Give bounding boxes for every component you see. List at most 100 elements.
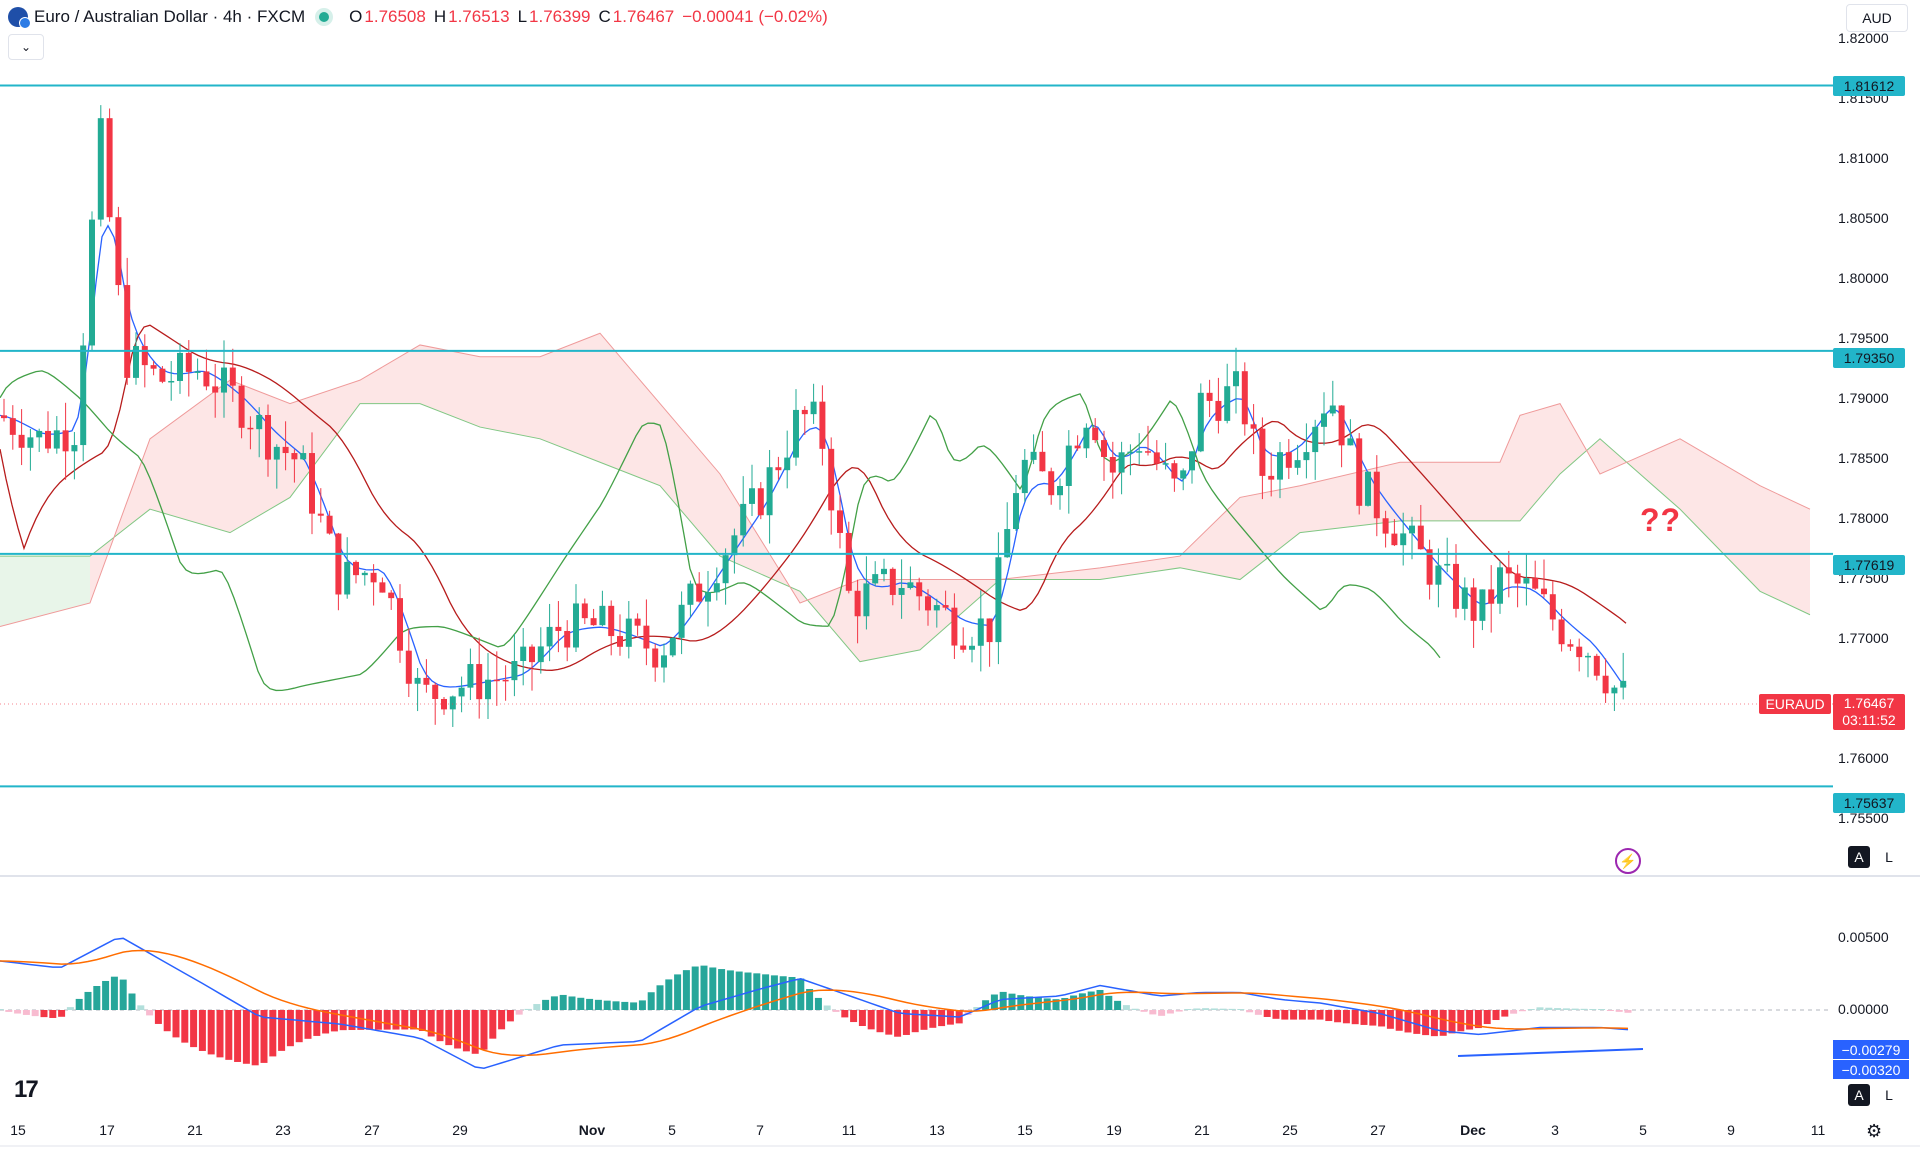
candle-body: [476, 664, 483, 700]
macd-histogram-bar: [110, 976, 118, 1010]
candle-body: [71, 445, 78, 452]
collapse-legend-button[interactable]: ⌄: [8, 34, 44, 60]
candle-body: [1021, 459, 1028, 494]
macd-histogram-bar: [66, 1007, 74, 1010]
chikou-line: [0, 370, 1441, 692]
macd-histogram-bar: [75, 998, 83, 1010]
macd-histogram-bar: [850, 1010, 858, 1023]
candle-body: [36, 430, 43, 438]
macd-histogram-bar: [22, 1010, 30, 1015]
candle-body: [1523, 578, 1530, 584]
candle-body: [282, 446, 289, 454]
level-tag[interactable]: 1.77619: [1833, 555, 1905, 575]
level-tag[interactable]: 1.79350: [1833, 348, 1905, 368]
macd-histogram-bar: [1457, 1010, 1465, 1032]
macd-log-scale-button[interactable]: L: [1885, 1087, 1893, 1103]
cloud-segment: [480, 356, 540, 439]
candle-body: [493, 679, 500, 682]
candle-body: [1558, 619, 1565, 645]
candle-body: [397, 598, 403, 651]
divergence-trendline[interactable]: [1457, 1048, 1644, 1057]
macd-axis-label: 0.00000: [1838, 1001, 1889, 1017]
candle-body: [1224, 386, 1231, 421]
market-status-icon[interactable]: [319, 12, 330, 22]
candle-body: [854, 590, 861, 617]
candle-body: [212, 386, 219, 393]
candle-body: [177, 352, 183, 381]
macd-histogram-bar: [84, 991, 92, 1010]
log-scale-button[interactable]: L: [1885, 849, 1893, 865]
candle-body: [1092, 427, 1099, 441]
candle-body: [18, 434, 25, 448]
macd-histogram-bar: [190, 1010, 198, 1048]
settings-gear-icon[interactable]: ⚙: [1866, 1121, 1883, 1141]
macd-histogram-bar: [31, 1010, 39, 1017]
macd-histogram-bar: [1562, 1008, 1570, 1010]
macd-histogram-bar: [330, 1010, 338, 1032]
macd-histogram-bar: [1228, 1008, 1236, 1010]
macd-histogram-bar: [1114, 1000, 1122, 1010]
macd-histogram-bar: [207, 1010, 215, 1055]
horizontal-levels[interactable]: [0, 84, 1833, 788]
candle-body: [1593, 655, 1600, 676]
macd-histogram-bar: [1527, 1009, 1535, 1010]
macd-histogram-bar: [436, 1010, 444, 1042]
tradingview-logo[interactable]: 17: [14, 1076, 39, 1103]
macd-histogram-bar: [506, 1010, 514, 1022]
last-price-value: 1.76467: [1843, 695, 1895, 711]
candle-body: [889, 568, 896, 595]
macd-histogram-bar: [498, 1010, 506, 1030]
macd-histogram-bar: [154, 1010, 162, 1024]
macd-histogram-bar: [295, 1010, 303, 1043]
time-axis-label: 15: [1017, 1122, 1033, 1138]
level-tag[interactable]: 1.75637: [1833, 793, 1905, 813]
macd-histogram-bar: [163, 1010, 171, 1032]
cloud-segment: [800, 579, 860, 662]
macd-histogram-bar: [1351, 1010, 1359, 1025]
candle-body: [1444, 563, 1451, 566]
macd-histogram-bar: [1175, 1010, 1183, 1012]
macd-auto-scale-button[interactable]: A: [1848, 1084, 1870, 1106]
macd-histogram-bar: [1518, 1010, 1526, 1012]
price-axis-label: 1.78000: [1838, 510, 1889, 526]
candles: [1, 105, 1627, 727]
candle-body: [784, 457, 791, 471]
candle-body: [221, 367, 227, 393]
time-axis-label: 27: [364, 1122, 380, 1138]
open-label: O: [349, 7, 363, 26]
macd-histogram-bar: [674, 974, 682, 1010]
time-axis-label: 7: [756, 1122, 764, 1138]
candle-body: [942, 605, 949, 608]
candle-body: [309, 453, 315, 514]
candle-body: [722, 555, 729, 584]
candle-body: [185, 352, 192, 372]
cloud-segment: [860, 579, 920, 662]
candle-body: [696, 583, 703, 602]
candle-body: [555, 626, 562, 631]
high-value: 1.76513: [448, 7, 510, 26]
symbol-title[interactable]: Euro / Australian Dollar · 4h · FXCM: [34, 7, 306, 26]
candle-body: [678, 604, 685, 638]
time-axis-label: 17: [99, 1122, 115, 1138]
candle-body: [106, 118, 113, 218]
candle-body: [1074, 445, 1081, 449]
cloud-segment: [540, 333, 600, 463]
low-value: 1.76399: [529, 7, 591, 26]
candle-body: [1180, 470, 1187, 479]
candle-body: [1, 415, 7, 419]
candle-body: [1241, 371, 1248, 425]
macd-histogram-bar: [1193, 1008, 1201, 1010]
bolt-icon[interactable]: ⚡: [1615, 848, 1641, 874]
macd-histogram-bar: [594, 999, 602, 1010]
candle-body: [872, 574, 879, 584]
macd-histogram-bar: [630, 1002, 638, 1010]
level-tag[interactable]: 1.81612: [1833, 76, 1905, 96]
macd-histogram-bar: [814, 997, 822, 1010]
macd-histogram-bar: [1087, 991, 1095, 1010]
candle-body: [1268, 475, 1275, 480]
question-annotation[interactable]: ??: [1640, 502, 1682, 538]
auto-scale-button[interactable]: A: [1848, 846, 1870, 868]
macd-histogram-bar: [1334, 1010, 1342, 1023]
currency-button[interactable]: AUD: [1846, 4, 1908, 32]
